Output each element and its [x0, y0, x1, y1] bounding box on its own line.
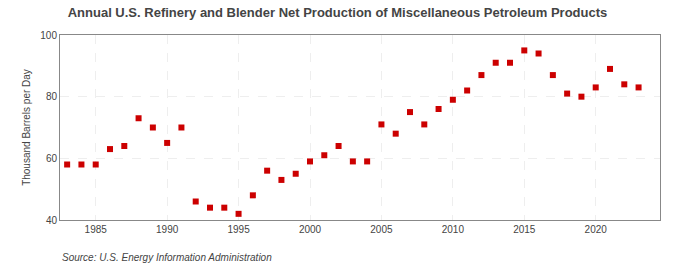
svg-text:1995: 1995	[227, 224, 250, 235]
svg-text:40: 40	[46, 215, 58, 226]
svg-text:Thousand Barrels per Day: Thousand Barrels per Day	[21, 69, 32, 186]
svg-text:1985: 1985	[85, 224, 108, 235]
svg-text:2015: 2015	[513, 224, 536, 235]
svg-text:2020: 2020	[585, 224, 608, 235]
svg-text:60: 60	[46, 153, 58, 164]
svg-text:Annual U.S. Refinery and Blend: Annual U.S. Refinery and Blender Net Pro…	[68, 5, 608, 20]
svg-text:2000: 2000	[299, 224, 322, 235]
svg-text:Source: U.S. Energy Informatio: Source: U.S. Energy Information Administ…	[62, 252, 272, 263]
svg-text:1990: 1990	[156, 224, 179, 235]
svg-text:100: 100	[40, 30, 57, 41]
svg-text:80: 80	[46, 91, 58, 102]
svg-text:2005: 2005	[370, 224, 393, 235]
svg-text:2010: 2010	[442, 224, 465, 235]
